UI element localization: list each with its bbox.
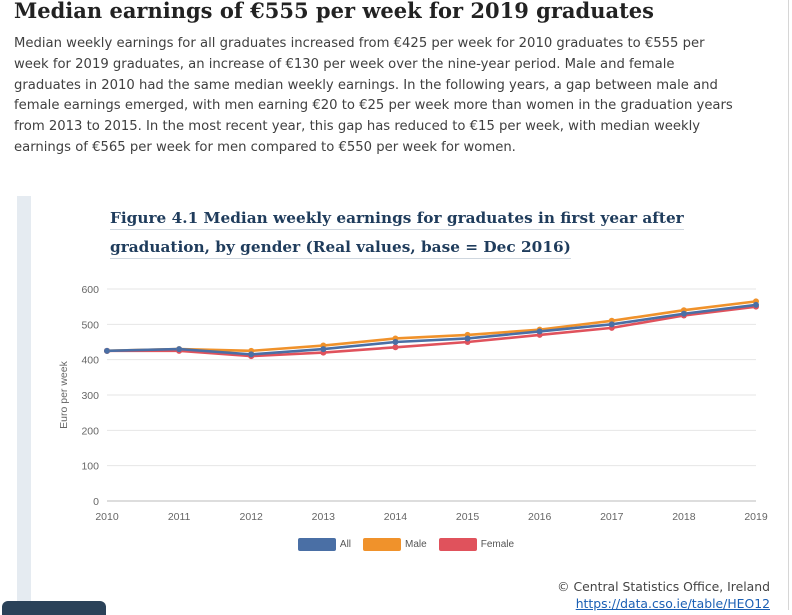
y-tick-label: 200 [81, 425, 99, 437]
figure-title: Figure 4.1 Median weekly earnings for gr… [110, 204, 750, 262]
data-point-all [536, 328, 543, 335]
data-point-all [104, 347, 110, 354]
legend-item-female[interactable]: Female [438, 537, 515, 551]
legend-label-male: Male [405, 538, 427, 550]
bottom-left-tab[interactable] [2, 601, 106, 615]
series-line-all [106, 303, 757, 356]
x-tick-label: 2017 [600, 511, 624, 523]
data-point-all [464, 335, 471, 342]
data-point-all [392, 339, 399, 345]
y-tick-label: 100 [81, 461, 99, 473]
y-tick-label: 300 [81, 390, 99, 402]
intro-paragraph: Median weekly earnings for all graduates… [14, 36, 733, 155]
source-text: © Central Statistics Office, Ireland [557, 579, 770, 594]
legend-item-male[interactable]: Male [363, 537, 427, 551]
y-tick-label: 0 [93, 496, 99, 508]
legend-item-all[interactable]: All [297, 537, 352, 551]
y-tick-label: 500 [81, 319, 99, 331]
chart-legend: All Male Female [0, 534, 792, 554]
legend-swatch-all [297, 537, 336, 551]
x-tick-label: 2010 [95, 511, 119, 523]
x-tick-label: 2014 [384, 511, 408, 523]
source-link[interactable]: https://data.cso.ie/table/HEO12 [575, 596, 770, 611]
legend-swatch-male [363, 537, 402, 551]
page-title: Median earnings of €555 per week for 201… [14, 0, 654, 23]
x-tick-label: 2016 [528, 511, 552, 523]
legend-label-female: Female [480, 538, 515, 550]
y-tick-label: 600 [81, 284, 99, 296]
source-credit: © Central Statistics Office, Ireland htt… [557, 578, 770, 612]
data-point-female [392, 344, 399, 351]
series-line-female [107, 305, 757, 358]
x-tick-label: 2019 [744, 511, 768, 523]
y-tick-label: 400 [81, 355, 99, 367]
right-scrollbar-edge [788, 0, 789, 610]
data-point-all [248, 351, 255, 358]
figure-title-text: Figure 4.1 Median weekly earnings for gr… [110, 209, 684, 259]
data-point-all [608, 321, 615, 328]
x-tick-label: 2011 [168, 511, 191, 523]
x-tick-label: 2012 [240, 511, 264, 523]
y-axis-label: Euro per week [58, 360, 70, 428]
legend-swatch-female [438, 537, 477, 551]
x-tick-label: 2015 [456, 511, 480, 523]
data-point-all [680, 310, 687, 317]
data-point-all [753, 301, 759, 308]
left-accent-bar [17, 196, 31, 610]
data-point-all [176, 346, 183, 353]
line-chart: 0 100 200 300 400 500 600 2010 2011 2012 2013 2014 2… [58, 284, 768, 523]
data-point-all [320, 346, 327, 353]
x-tick-label: 2013 [312, 511, 336, 523]
x-tick-label: 2018 [672, 511, 696, 523]
legend-label-all: All [339, 538, 352, 550]
series-line-male [106, 300, 757, 353]
